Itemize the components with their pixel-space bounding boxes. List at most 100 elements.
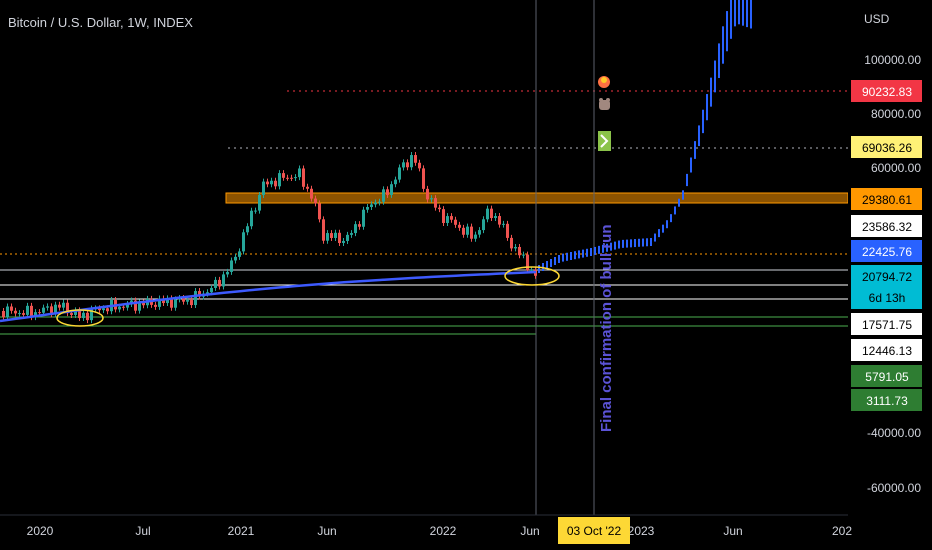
time-tick-label: 2020 — [27, 524, 54, 538]
candle — [50, 306, 53, 315]
candle — [398, 167, 401, 180]
candle — [410, 155, 413, 168]
price-tag: 69036.26 — [851, 136, 922, 158]
projection-bar — [574, 251, 576, 260]
projection-bar — [750, 0, 752, 29]
candle — [46, 306, 49, 308]
candle — [62, 302, 65, 308]
candle — [326, 233, 329, 241]
projection-bar — [654, 233, 656, 242]
projection-bar — [586, 248, 588, 257]
candle — [42, 307, 45, 313]
svg-text:5791.05: 5791.05 — [865, 370, 909, 384]
candle — [362, 209, 365, 227]
candle — [10, 306, 13, 311]
candle — [58, 304, 61, 308]
projection-bar — [698, 125, 700, 147]
candle — [106, 308, 109, 312]
candle — [490, 208, 493, 219]
price-tag: 23586.32 — [851, 215, 922, 237]
candle — [222, 274, 225, 287]
projection-bar — [546, 261, 548, 269]
projection-bar — [738, 0, 740, 25]
bottom-highlight-2020 — [56, 309, 104, 327]
candle — [474, 234, 477, 239]
bottom-highlight-2022 — [504, 266, 560, 286]
candle — [310, 188, 313, 199]
projection-bar — [650, 238, 652, 246]
candle — [206, 292, 209, 294]
candle — [102, 308, 105, 311]
candle — [358, 224, 361, 227]
projection-bar — [730, 0, 732, 39]
candle — [138, 302, 141, 311]
candle — [158, 298, 161, 307]
projection-bar — [682, 190, 684, 200]
candle — [286, 177, 289, 179]
candle — [530, 269, 533, 271]
time-tick-label: 2023 — [628, 524, 655, 538]
projection-bar — [718, 43, 720, 79]
candle — [238, 251, 241, 257]
candle — [230, 260, 233, 272]
candle — [170, 298, 173, 308]
moving-average-line — [0, 270, 537, 323]
candle — [430, 198, 433, 200]
candle — [210, 287, 213, 293]
projection-bar — [662, 224, 664, 233]
projection-bar — [670, 214, 672, 223]
candle — [194, 291, 197, 306]
projection-bar — [734, 0, 736, 27]
candle — [234, 256, 237, 261]
projection-bar — [666, 220, 668, 229]
candle — [98, 308, 101, 311]
price-tags: 90232.83 69036.26 29380.61 23586.32 22425.76… — [851, 80, 922, 411]
projection-bar — [658, 229, 660, 238]
time-axis[interactable]: 2020 Jul 2021 Jun 2022 Jun 2023 Jun 202 — [27, 524, 853, 538]
candle — [302, 168, 305, 187]
svg-text:29380.61: 29380.61 — [862, 193, 912, 207]
candle — [74, 310, 77, 315]
price-tick-label: -40000.00 — [867, 426, 921, 440]
projection-bar — [626, 239, 628, 248]
price-tag: 12446.13 — [851, 339, 922, 361]
svg-text:12446.13: 12446.13 — [862, 344, 912, 358]
candle — [454, 219, 457, 225]
svg-text:6d 13h: 6d 13h — [869, 291, 906, 305]
candle — [142, 302, 145, 306]
candle — [418, 162, 421, 169]
projection-bar — [538, 265, 540, 273]
projection-bar — [562, 253, 564, 262]
candle — [382, 189, 385, 202]
candle — [446, 216, 449, 223]
candle — [514, 246, 517, 249]
projection-bar — [554, 257, 556, 265]
candle — [258, 194, 261, 211]
candle — [118, 306, 121, 310]
projection-bar — [722, 26, 724, 64]
candle — [70, 313, 73, 315]
projection-bar — [570, 252, 572, 260]
svg-text:03 Oct '22: 03 Oct '22 — [567, 524, 622, 538]
projection-bar — [634, 239, 636, 248]
candle — [214, 279, 217, 288]
candle — [82, 312, 85, 319]
candle — [346, 234, 349, 241]
candle — [290, 177, 293, 179]
projection-bar — [566, 252, 568, 261]
projection-bar — [630, 239, 632, 248]
candle — [226, 271, 229, 275]
time-tick-label: 202 — [832, 524, 852, 538]
candle — [246, 226, 249, 233]
candle — [502, 223, 505, 225]
candle — [330, 233, 333, 238]
candle — [402, 162, 405, 168]
candle — [314, 198, 317, 204]
candle — [338, 232, 341, 243]
candle — [406, 162, 409, 168]
candle — [478, 230, 481, 235]
time-tick-label: 2021 — [228, 524, 255, 538]
candle — [334, 232, 337, 238]
time-tick-label: Jun — [723, 524, 742, 538]
